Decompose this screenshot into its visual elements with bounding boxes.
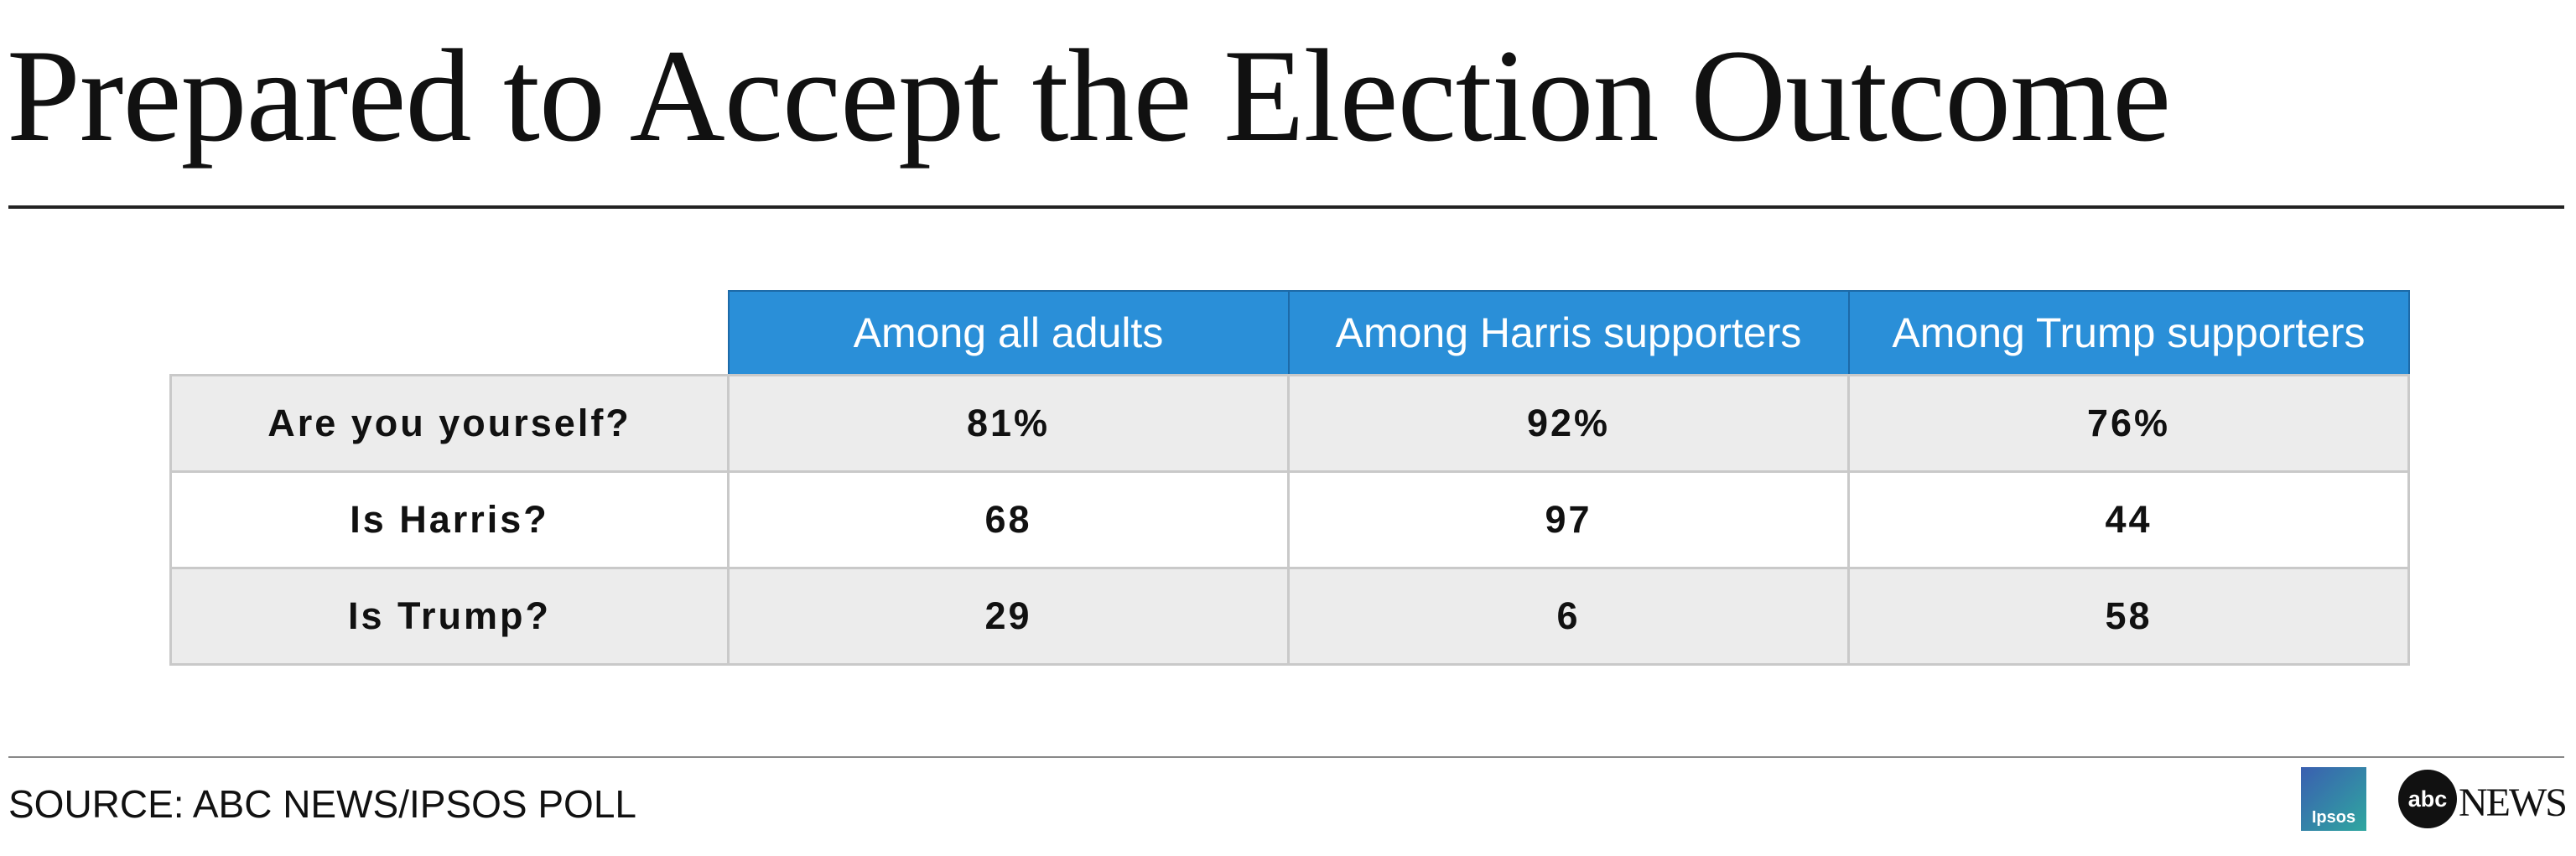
cell: 97 [1287, 470, 1850, 569]
title: Prepared to Accept the Election Outcome [7, 23, 2171, 169]
cell: 68 [727, 470, 1290, 569]
cell: 29 [727, 567, 1290, 666]
row: Are you yourself? 81% 92% 76% [169, 374, 2410, 473]
row-label: Are you yourself? [169, 374, 730, 473]
cell: 81% [727, 374, 1290, 473]
source: SOURCE: ABC NEWS/IPSOS POLL [8, 782, 636, 826]
header-row: Among all adults Among Harris supporters… [170, 290, 2410, 376]
row: Is Trump? 29 6 58 [169, 567, 2410, 666]
row-label: Is Trump? [169, 567, 730, 666]
corner [170, 291, 729, 376]
row-label: Is Harris? [169, 470, 730, 569]
cell: 92% [1287, 374, 1850, 473]
cell: 44 [1847, 470, 2410, 569]
row: Is Harris? 68 97 44 [169, 470, 2410, 569]
abc-logo: abc [2398, 770, 2457, 828]
cell: 6 [1287, 567, 1850, 666]
ipsos-logo: Ipsos [2301, 767, 2366, 831]
footer-rule [8, 756, 2564, 758]
column-header: Among Trump supporters [1847, 290, 2410, 376]
news-logo: NEWS [2459, 781, 2568, 825]
table: Among all adults Among Harris supporters… [169, 290, 2410, 666]
cell: 58 [1847, 567, 2410, 666]
column-header: Among Harris supporters [1287, 290, 1850, 376]
cell: 76% [1847, 374, 2410, 473]
title-rule [8, 205, 2564, 209]
column-header: Among all adults [727, 290, 1290, 376]
